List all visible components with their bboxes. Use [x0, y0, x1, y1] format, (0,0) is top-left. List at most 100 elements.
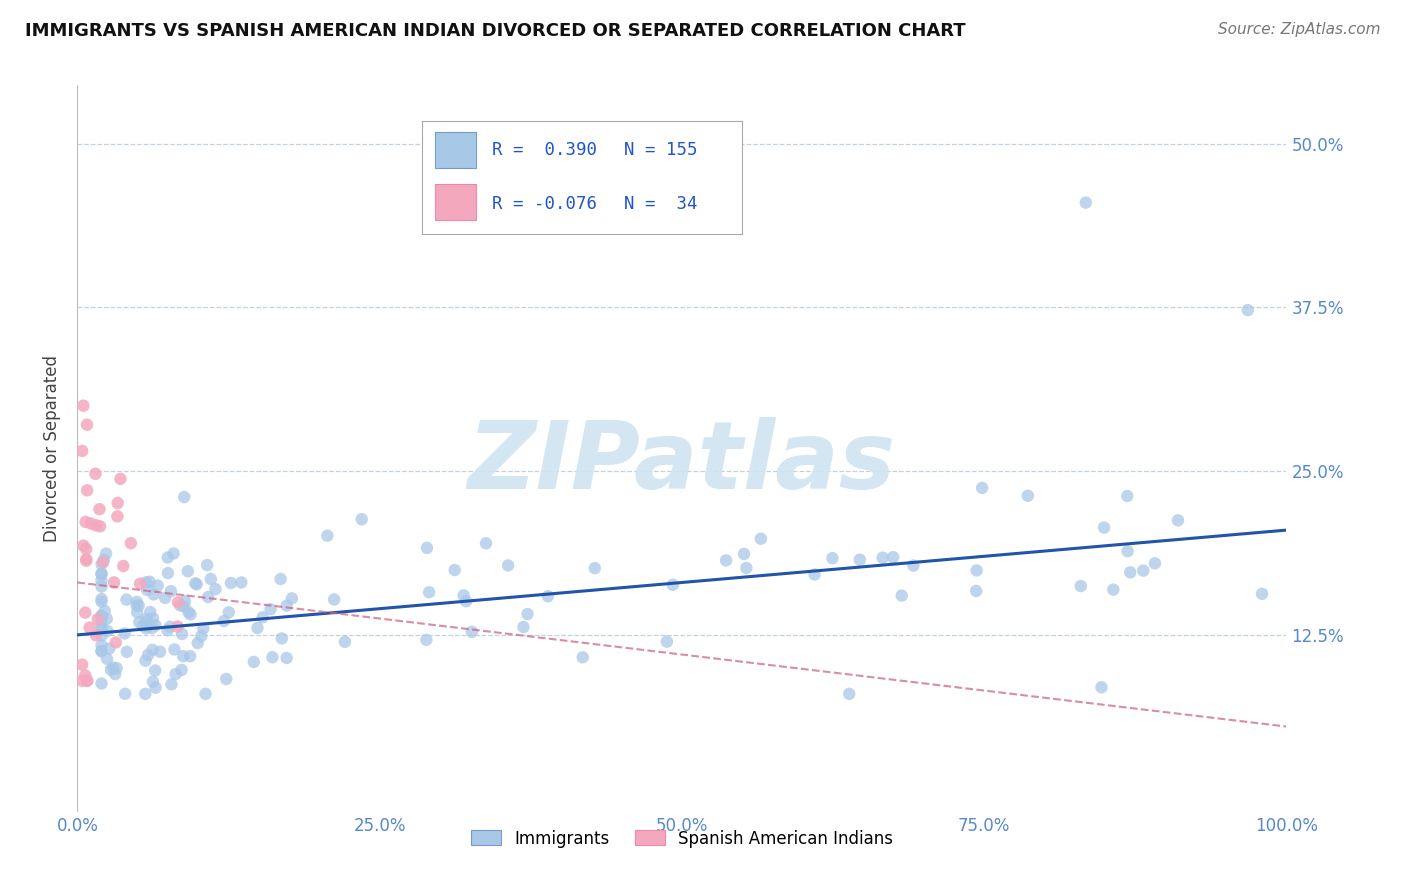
- Point: [90, 629, 112, 643]
- Point: [252, 610, 274, 624]
- Point: [156, 624, 179, 638]
- Point: [276, 651, 298, 665]
- Point: [1236, 303, 1258, 318]
- Point: [75, 668, 97, 682]
- Point: [94, 604, 117, 618]
- Point: [803, 567, 825, 582]
- Point: [110, 472, 132, 486]
- Point: [90, 608, 112, 623]
- Point: [90, 644, 112, 658]
- Point: [1143, 557, 1166, 571]
- Point: [134, 654, 156, 668]
- Point: [516, 607, 538, 621]
- Point: [259, 602, 281, 616]
- Point: [146, 578, 169, 592]
- Point: [165, 667, 187, 681]
- Point: [132, 619, 155, 633]
- Point: [90, 609, 112, 624]
- Point: [90, 622, 112, 636]
- Point: [749, 532, 772, 546]
- Point: [184, 576, 207, 591]
- Point: [193, 621, 215, 635]
- Point: [215, 672, 238, 686]
- Point: [142, 674, 165, 689]
- Point: [475, 536, 498, 550]
- Point: [821, 551, 844, 566]
- Point: [160, 677, 183, 691]
- Y-axis label: Divorced or Separated: Divorced or Separated: [44, 355, 62, 541]
- Point: [173, 599, 195, 614]
- Point: [1251, 587, 1274, 601]
- Point: [76, 417, 98, 432]
- Point: [177, 564, 200, 578]
- Point: [1070, 579, 1092, 593]
- Point: [90, 574, 112, 588]
- Point: [714, 553, 737, 567]
- Point: [172, 649, 194, 664]
- Point: [80, 516, 103, 531]
- Point: [735, 561, 758, 575]
- Point: [72, 399, 94, 413]
- Point: [1116, 544, 1139, 558]
- Point: [262, 650, 284, 665]
- Point: [512, 620, 534, 634]
- Point: [142, 587, 165, 601]
- Point: [173, 490, 195, 504]
- Point: [1017, 489, 1039, 503]
- Point: [103, 575, 125, 590]
- Point: [90, 638, 112, 652]
- Point: [204, 582, 226, 596]
- Point: [153, 591, 176, 605]
- Point: [838, 687, 860, 701]
- Point: [94, 547, 117, 561]
- Point: [145, 681, 167, 695]
- Point: [316, 529, 339, 543]
- Point: [270, 632, 292, 646]
- Point: [136, 582, 159, 597]
- Point: [187, 636, 209, 650]
- Point: [141, 643, 163, 657]
- Point: [733, 547, 755, 561]
- Point: [323, 592, 346, 607]
- Point: [76, 673, 98, 688]
- Point: [156, 566, 179, 580]
- Point: [195, 558, 218, 572]
- Point: [965, 583, 987, 598]
- Point: [84, 467, 107, 481]
- Point: [270, 572, 292, 586]
- Point: [127, 605, 149, 619]
- Point: [1132, 564, 1154, 578]
- Point: [1074, 195, 1097, 210]
- Point: [76, 673, 98, 688]
- Point: [890, 589, 912, 603]
- Point: [90, 558, 112, 572]
- Point: [138, 574, 160, 589]
- Point: [75, 552, 97, 566]
- Point: [218, 605, 240, 619]
- Point: [90, 644, 112, 658]
- Point: [79, 621, 101, 635]
- Point: [197, 590, 219, 604]
- Point: [583, 561, 606, 575]
- Point: [163, 642, 186, 657]
- Point: [461, 624, 484, 639]
- Point: [84, 518, 107, 533]
- Point: [112, 559, 135, 574]
- Point: [246, 621, 269, 635]
- Point: [97, 624, 120, 639]
- Point: [75, 515, 97, 529]
- Point: [276, 599, 298, 613]
- Point: [872, 550, 894, 565]
- Point: [281, 591, 304, 606]
- Point: [70, 673, 93, 688]
- Point: [453, 588, 475, 602]
- Point: [972, 481, 994, 495]
- Point: [70, 443, 93, 458]
- Point: [966, 563, 988, 577]
- Point: [87, 612, 110, 626]
- Point: [219, 576, 242, 591]
- Point: [90, 580, 112, 594]
- Point: [125, 599, 148, 613]
- Point: [537, 589, 560, 603]
- Point: [145, 618, 167, 632]
